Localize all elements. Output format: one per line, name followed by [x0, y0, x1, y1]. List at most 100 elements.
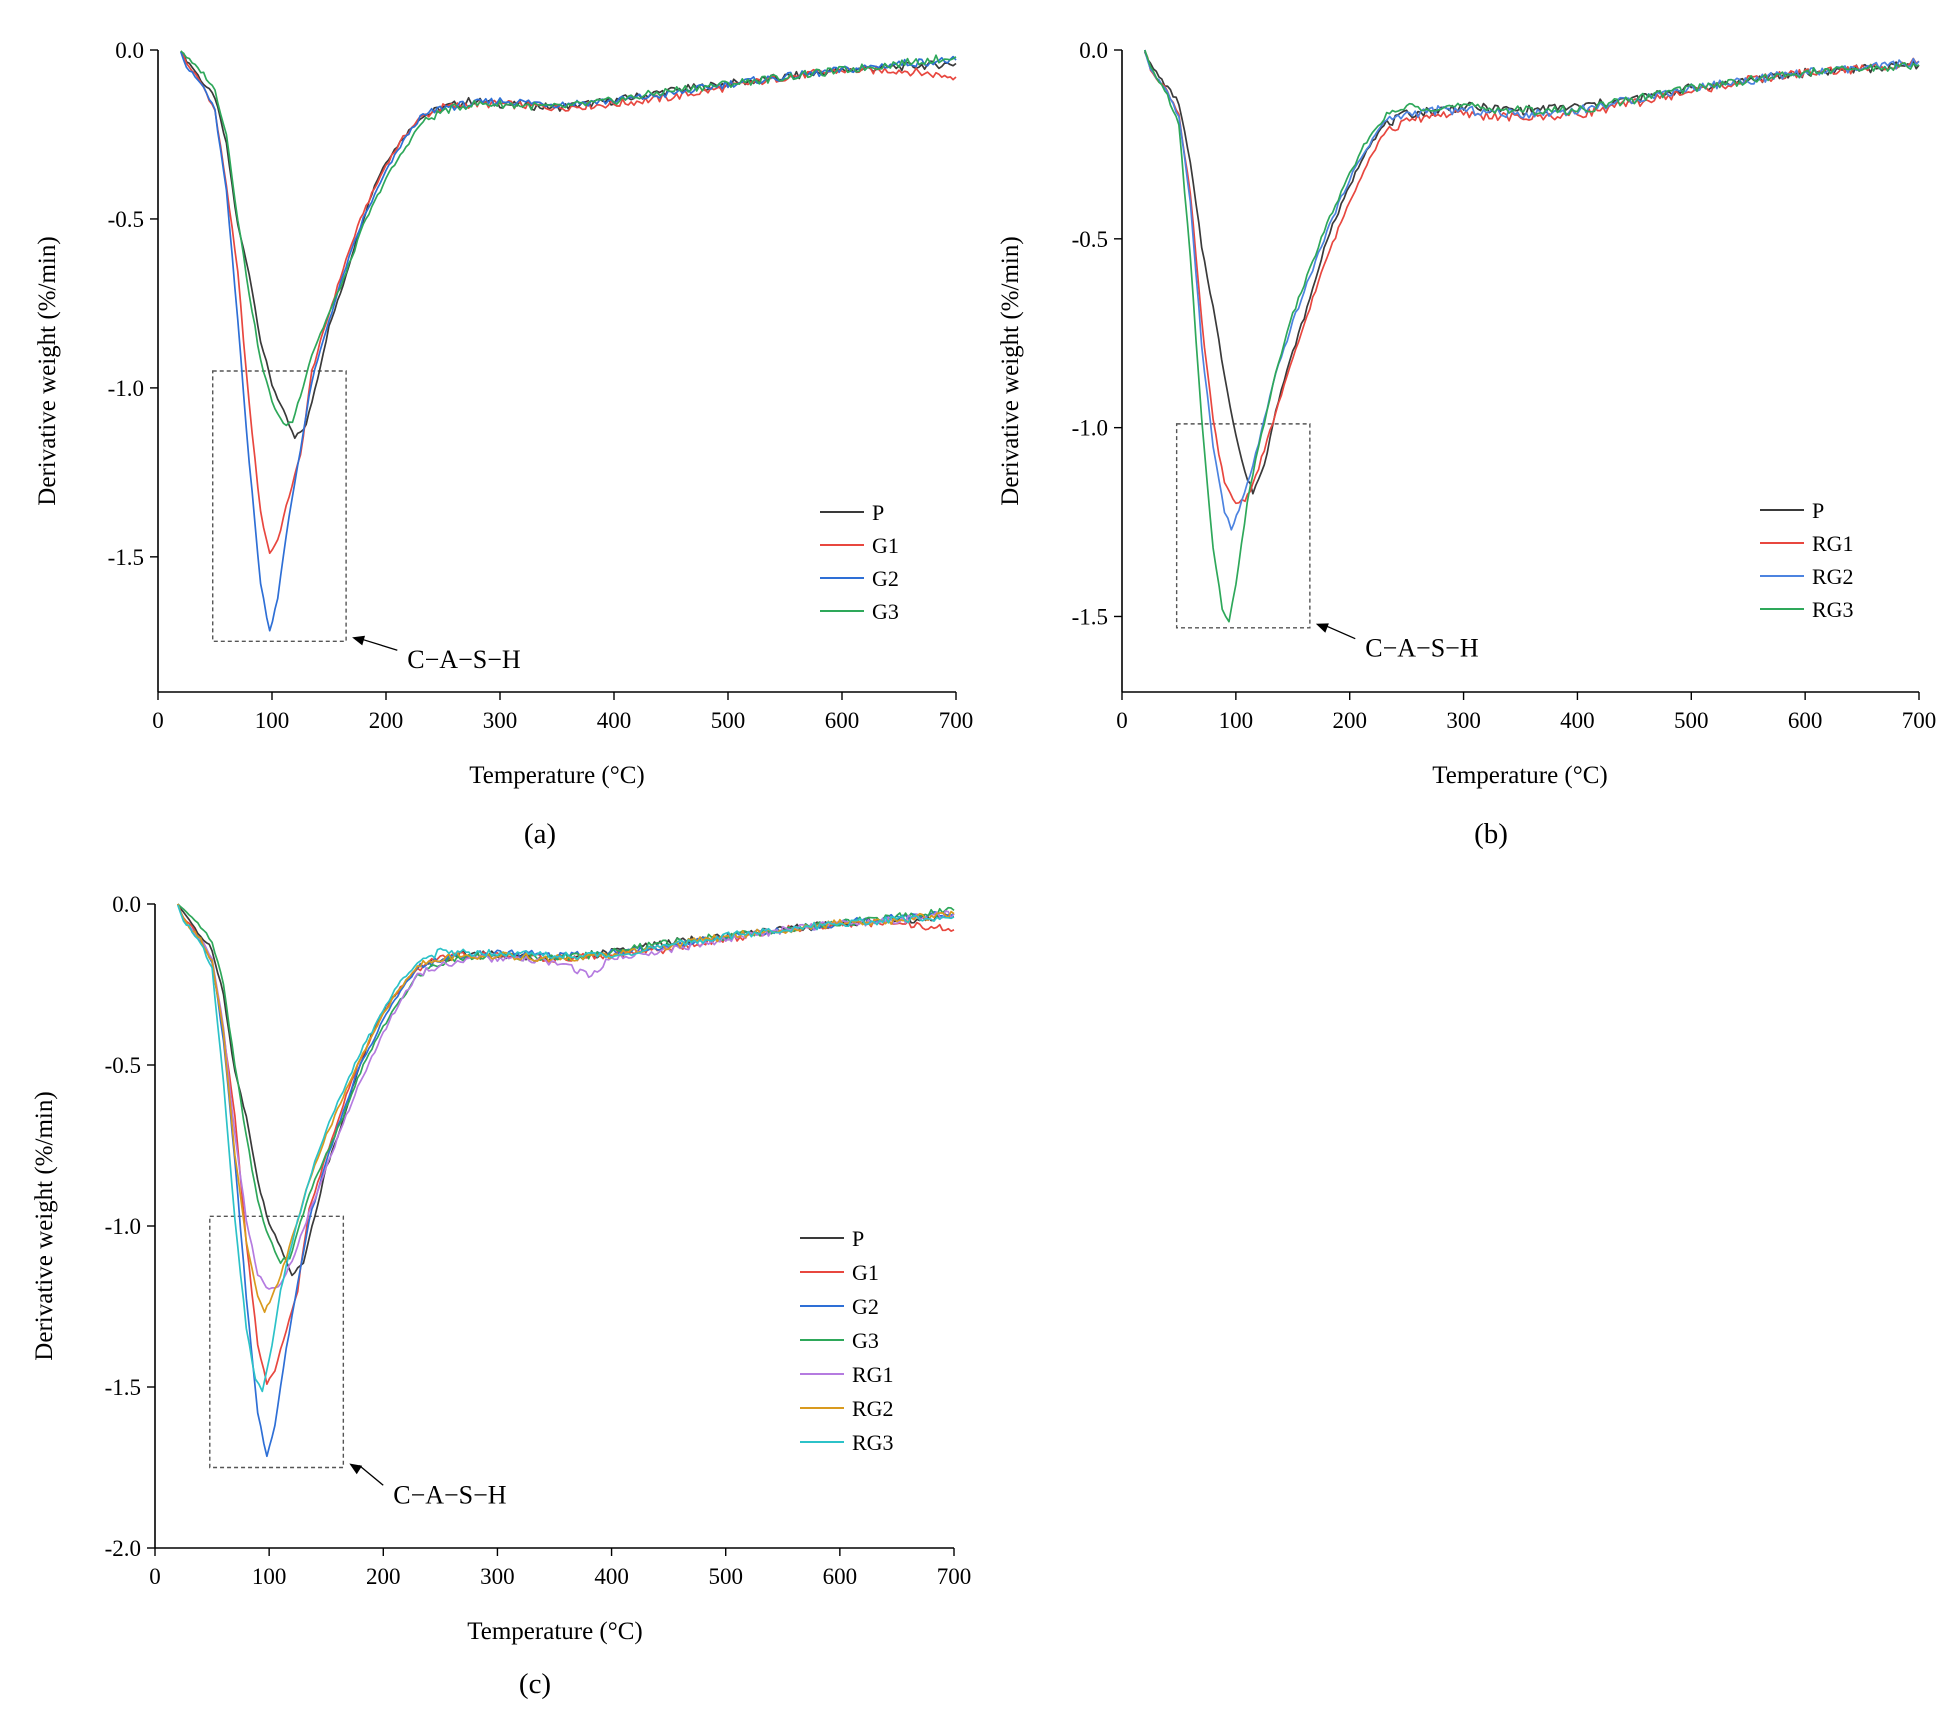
panel-label: (c): [519, 1668, 551, 1700]
legend-label-g2: G2: [872, 566, 899, 591]
annotation-label: C−A−S−H: [1365, 634, 1479, 663]
x-tick-label: 600: [823, 1564, 858, 1589]
legend-label-rg1: RG1: [852, 1362, 894, 1387]
series-line-rg2: [176, 903, 955, 1314]
series-line-rg1: [1144, 50, 1920, 505]
panel-b: 0 100 200 300 400 500 600 700 0.0 -0.5 -1.0 -1.5 C−…: [997, 38, 1936, 850]
x-tick-label: 200: [366, 1564, 401, 1589]
y-tick-label: 0.0: [112, 892, 141, 917]
x-tick-label: 100: [255, 708, 290, 733]
y-axis-title: Derivative weight (%/min): [31, 1091, 58, 1360]
legend-label-g1: G1: [852, 1260, 879, 1285]
ticks: 0 100 200 300 400 500 600 700 0.0 -0.5 -1.0 -1.5: [108, 38, 974, 733]
legend-label-g2: G2: [852, 1294, 879, 1319]
y-tick-label: -0.5: [108, 207, 144, 232]
legend-label-rg2: RG2: [1812, 564, 1854, 589]
plot-area-a: 0 100 200 300 400 500 600 700 0.0 -0.5 -1.0 -1.5 C−…: [108, 38, 974, 733]
y-tick-label: -0.5: [105, 1053, 141, 1078]
plot-area-b: 0 100 200 300 400 500 600 700 0.0 -0.5 -1.0 -1.5 C−…: [1072, 38, 1937, 733]
y-tick-label: 0.0: [1079, 38, 1108, 63]
x-tick-label: 400: [594, 1564, 629, 1589]
annotation-arrow-head: [352, 635, 366, 646]
legend-label-p: P: [852, 1226, 864, 1251]
legend-label-rg1: RG1: [1812, 531, 1854, 556]
legend-label-rg3: RG3: [852, 1430, 894, 1455]
x-tick-label: 500: [708, 1564, 743, 1589]
y-tick-label: -1.0: [108, 376, 144, 401]
x-tick-label: 400: [597, 708, 632, 733]
y-tick-label: -1.5: [105, 1375, 141, 1400]
series-line-g2: [179, 51, 957, 632]
annotation-arrow-head: [349, 1463, 363, 1475]
legend-label-rg2: RG2: [852, 1396, 894, 1421]
y-tick-label: -1.5: [108, 545, 144, 570]
series-line-p: [180, 51, 957, 440]
x-tick-label: 600: [825, 708, 860, 733]
series-line-g1: [180, 50, 957, 555]
x-axis-title: Temperature (°C): [1432, 762, 1608, 789]
x-tick-label: 0: [152, 708, 164, 733]
ticks: 0 100 200 300 400 500 600 700 0.0 -0.5 -1.0 -1.5 -2.…: [105, 892, 972, 1589]
cash-region-box: [212, 370, 347, 643]
series-group: [179, 50, 957, 632]
series-line-rg3: [176, 904, 955, 1393]
legend-label-p: P: [872, 500, 884, 525]
x-tick-label: 500: [711, 708, 746, 733]
legend: P RG1 RG2 RG3: [1760, 498, 1854, 622]
panel-c: 0 100 200 300 400 500 600 700 0.0 -0.5 -1.0 -1.5 -2.…: [31, 892, 971, 1700]
legend-label-g1: G1: [872, 533, 899, 558]
legend-label-rg3: RG3: [1812, 597, 1854, 622]
panel-label: (b): [1474, 818, 1508, 850]
annotation-arrow-line: [358, 1464, 384, 1486]
legend-label-g3: G3: [852, 1328, 879, 1353]
y-tick-label: -2.0: [105, 1536, 141, 1561]
x-tick-label: 700: [937, 1564, 972, 1589]
annotation-label: C−A−S−H: [407, 645, 521, 674]
x-tick-label: 100: [252, 1564, 287, 1589]
series-line-g1: [177, 903, 955, 1386]
x-tick-label: 600: [1788, 708, 1823, 733]
legend: P G1 G2 G3: [820, 500, 899, 624]
annotation-arrow-line: [1325, 625, 1356, 640]
legend-label-p: P: [1812, 498, 1824, 523]
x-axis-title: Temperature (°C): [467, 1618, 643, 1645]
x-axis-title: Temperature (°C): [469, 762, 645, 789]
y-axis-title: Derivative weight (%/min): [997, 236, 1024, 505]
y-tick-label: -1.0: [105, 1214, 141, 1239]
x-tick-label: 400: [1560, 708, 1595, 733]
y-axis-title: Derivative weight (%/min): [34, 236, 61, 505]
x-tick-label: 700: [939, 708, 974, 733]
series-line-g3: [180, 50, 957, 427]
cash-region-box: [1175, 423, 1311, 629]
annotation-label: C−A−S−H: [393, 1480, 507, 1509]
series-line-rg3: [1143, 49, 1920, 623]
plot-area-c: 0 100 200 300 400 500 600 700 0.0 -0.5 -1.0 -1.5 -2.…: [105, 892, 972, 1589]
annotation: C−A−S−H: [209, 1215, 507, 1509]
panel-label: (a): [524, 818, 556, 850]
annotation: C−A−S−H: [1175, 423, 1479, 663]
y-tick-label: -1.0: [1072, 416, 1108, 441]
legend: P G1 G2 G3 RG1 RG2 RG3: [800, 1226, 894, 1455]
x-tick-label: 300: [480, 1564, 515, 1589]
series-group: [1143, 49, 1920, 623]
legend-label-g3: G3: [872, 599, 899, 624]
x-tick-label: 300: [483, 708, 518, 733]
x-tick-label: 0: [1116, 708, 1128, 733]
y-tick-label: 0.0: [115, 38, 144, 63]
x-tick-label: 500: [1674, 708, 1709, 733]
y-tick-label: -0.5: [1072, 227, 1108, 252]
y-tick-label: -1.5: [1072, 604, 1108, 629]
cash-region-box: [209, 1215, 345, 1469]
x-tick-label: 100: [1219, 708, 1254, 733]
panel-a: 0 100 200 300 400 500 600 700 0.0 -0.5 -1.0 -1.5 C−…: [34, 38, 973, 850]
annotation-arrow-head: [1315, 623, 1329, 633]
x-tick-label: 300: [1446, 708, 1481, 733]
ticks: 0 100 200 300 400 500 600 700 0.0 -0.5 -1.0 -1.5: [1072, 38, 1937, 733]
annotation-arrow-line: [361, 638, 398, 651]
x-tick-label: 700: [1902, 708, 1937, 733]
series-group: [176, 903, 955, 1458]
x-tick-label: 200: [369, 708, 404, 733]
annotation: C−A−S−H: [212, 370, 521, 674]
x-tick-label: 0: [149, 1564, 161, 1589]
